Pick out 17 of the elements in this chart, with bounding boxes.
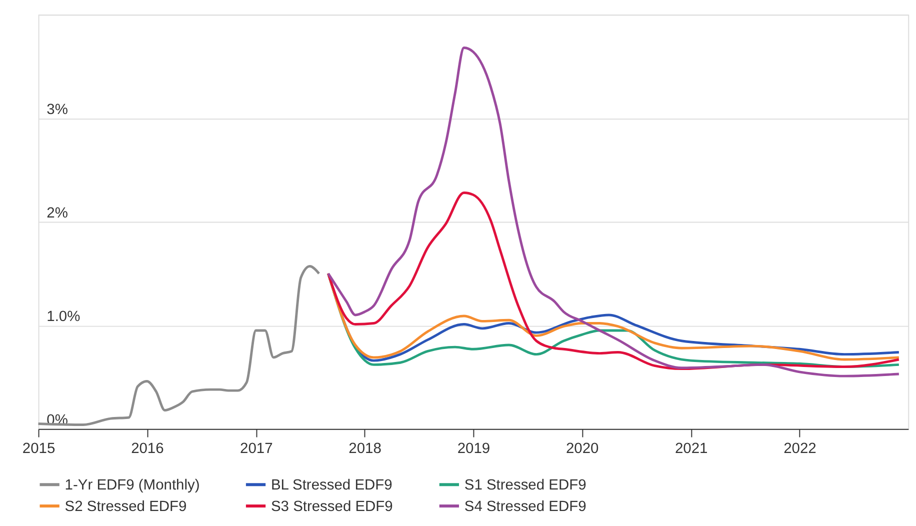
legend-label: S2 Stressed EDF9 — [64, 498, 187, 515]
x-tick-label: 2021 — [674, 440, 708, 457]
legend-label: BL Stressed EDF9 — [270, 478, 392, 494]
legend-label: S3 Stressed EDF9 — [270, 498, 393, 515]
x-tick-label: 2018 — [348, 440, 382, 457]
x-tick-label: 2020 — [566, 440, 599, 457]
y-tick-label: 1.0% — [46, 308, 80, 325]
x-tick-label: 2016 — [131, 440, 164, 457]
x-tick-label: 2015 — [22, 440, 56, 457]
legend-label: S1 Stressed EDF9 — [464, 478, 586, 494]
y-tick-label: 3% — [46, 102, 68, 118]
legend-label: 1-Yr EDF9 (Monthly) — [64, 478, 200, 494]
x-tick-label: 2019 — [457, 440, 490, 457]
x-tick-label: 2017 — [240, 440, 273, 457]
x-tick-label: 2022 — [784, 440, 816, 457]
y-tick-label: 2% — [46, 205, 68, 222]
legend-label: S4 Stressed EDF9 — [464, 498, 586, 515]
